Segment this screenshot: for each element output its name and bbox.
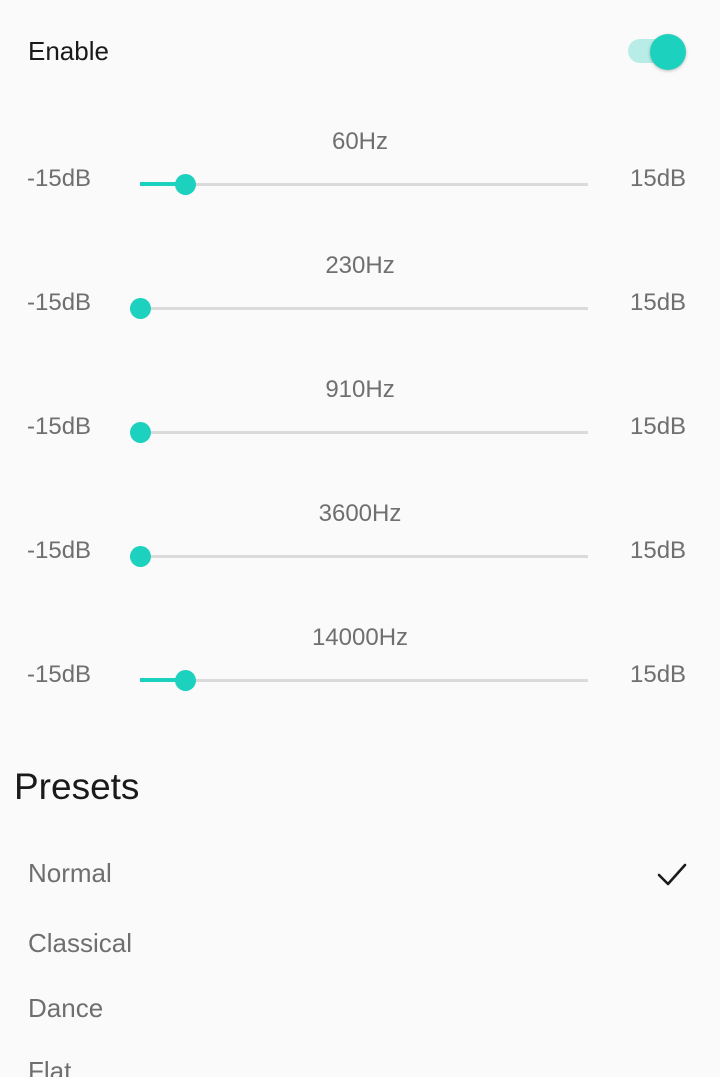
band-frequency-label: 14000Hz (311, 624, 409, 651)
slider-rail (140, 555, 588, 558)
band-max-label: 15dB (630, 413, 687, 440)
checkmark-icon (657, 863, 687, 886)
preset-item-classical[interactable]: Classical (28, 928, 133, 958)
band-frequency-label: 910Hz (325, 376, 395, 403)
enable-switch[interactable] (628, 34, 688, 70)
preset-item-normal[interactable]: Normal (28, 858, 112, 888)
slider-thumb[interactable] (130, 298, 151, 319)
band-230hz: 230Hz -15dB 15dB (0, 252, 720, 362)
band-60hz: 60Hz -15dB 15dB (0, 128, 720, 238)
band-max-label: 15dB (630, 289, 687, 316)
presets-heading: Presets (14, 766, 140, 807)
band-3600hz: 3600Hz -15dB 15dB (0, 500, 720, 610)
band-slider[interactable] (140, 172, 588, 196)
band-max-label: 15dB (630, 165, 687, 192)
band-910hz: 910Hz -15dB 15dB (0, 376, 720, 486)
switch-thumb[interactable] (650, 34, 686, 70)
slider-rail (140, 183, 588, 186)
slider-rail (140, 431, 588, 434)
slider-rail (140, 679, 588, 682)
slider-rail (140, 307, 588, 310)
band-frequency-label: 60Hz (331, 128, 389, 155)
slider-thumb[interactable] (130, 422, 151, 443)
slider-thumb[interactable] (175, 174, 196, 195)
slider-fill (140, 678, 185, 682)
band-frequency-label: 230Hz (325, 252, 395, 279)
band-slider[interactable] (130, 544, 588, 568)
band-slider[interactable] (140, 668, 588, 692)
preset-item-dance[interactable]: Dance (28, 993, 104, 1023)
band-frequency-label: 3600Hz (318, 500, 402, 527)
band-min-label: -15dB (27, 289, 92, 316)
slider-thumb[interactable] (130, 546, 151, 567)
band-max-label: 15dB (630, 537, 687, 564)
enable-row[interactable]: Enable (0, 0, 720, 100)
enable-label: Enable (28, 36, 109, 66)
slider-fill (140, 182, 185, 186)
slider-thumb[interactable] (175, 670, 196, 691)
band-slider[interactable] (130, 296, 588, 320)
band-min-label: -15dB (27, 165, 92, 192)
band-14000hz: 14000Hz -15dB 15dB (0, 624, 720, 734)
preset-item-flat[interactable]: Flat (28, 1056, 72, 1077)
band-min-label: -15dB (27, 661, 92, 688)
band-max-label: 15dB (630, 661, 687, 688)
band-min-label: -15dB (27, 537, 92, 564)
band-min-label: -15dB (27, 413, 92, 440)
band-slider[interactable] (130, 420, 588, 444)
